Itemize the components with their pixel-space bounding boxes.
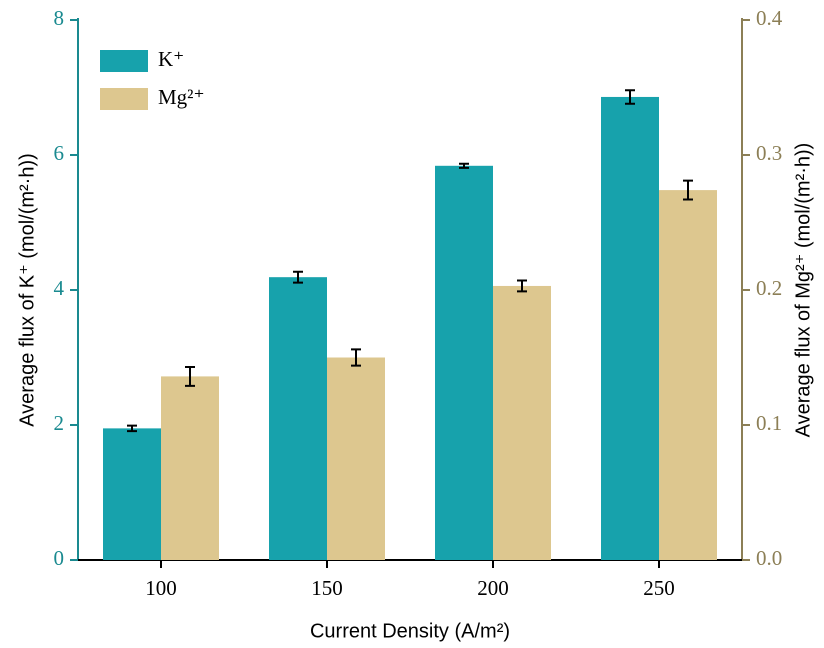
y-tick-label: 8 <box>54 6 65 30</box>
error-bar <box>517 279 527 293</box>
x-tick-label: 150 <box>311 576 343 600</box>
y2-axis-label: Average flux of Mg²⁺ (mol/(m²·h)) <box>792 143 814 438</box>
bar <box>601 96 659 560</box>
x-tick-label: 250 <box>643 576 675 600</box>
error-bar <box>625 89 635 105</box>
y2-tick-label: 0.0 <box>756 546 782 570</box>
y-tick-label: 4 <box>54 276 65 300</box>
y-tick-label: 0 <box>54 546 65 570</box>
y2-tick-label: 0.3 <box>756 141 782 165</box>
y-tick-label: 6 <box>54 141 65 165</box>
x-tick-label: 100 <box>145 576 177 600</box>
bar <box>103 428 161 560</box>
y-axis-label: Average flux of K⁺ (mol/(m²·h)) <box>16 153 38 427</box>
error-bar <box>351 348 361 367</box>
error-bar <box>185 365 195 387</box>
legend-label: K⁺ <box>158 47 184 71</box>
error-bar <box>683 179 693 201</box>
bar <box>161 376 219 560</box>
legend-swatch <box>100 50 148 72</box>
legend-label: Mg²⁺ <box>158 85 205 109</box>
y2-tick-label: 0.4 <box>756 6 783 30</box>
error-bar <box>293 270 303 284</box>
error-bar <box>127 424 137 433</box>
x-tick-label: 200 <box>477 576 509 600</box>
y2-tick-label: 0.2 <box>756 276 782 300</box>
y-tick-label: 2 <box>54 411 65 435</box>
bar <box>327 357 385 560</box>
bar <box>659 190 717 560</box>
bar <box>493 285 551 560</box>
error-bar <box>459 162 469 169</box>
bar <box>269 277 327 560</box>
bar <box>435 165 493 561</box>
y2-tick-label: 0.1 <box>756 411 782 435</box>
x-axis-label: Current Density (A/m²) <box>310 620 510 642</box>
legend-swatch <box>100 88 148 110</box>
